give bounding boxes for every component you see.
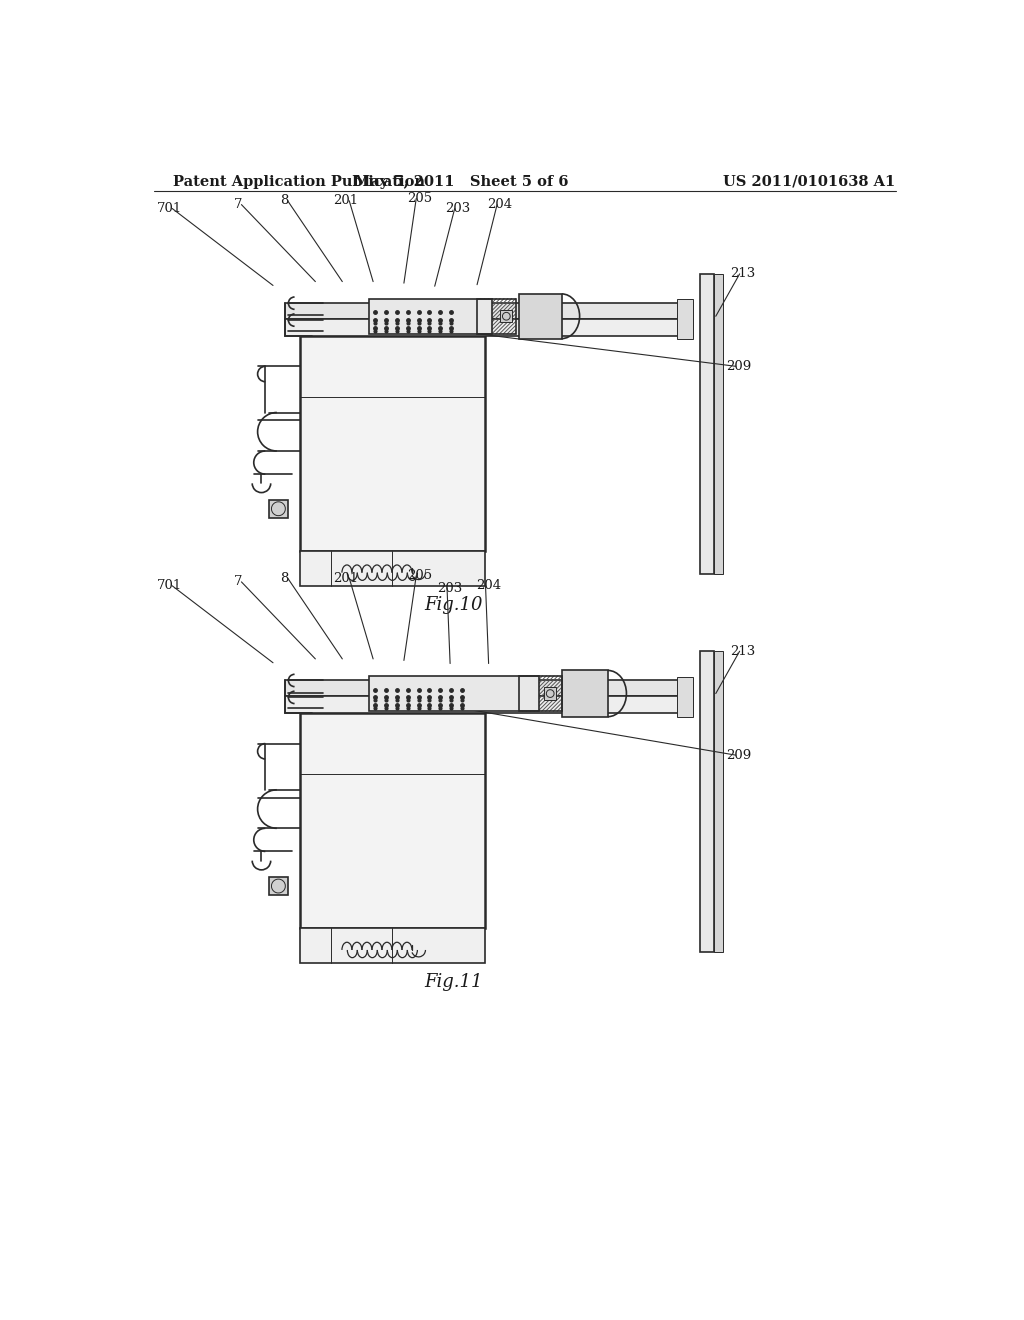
- Text: 7: 7: [234, 198, 243, 211]
- Bar: [714, 651, 724, 952]
- Text: 205: 205: [407, 191, 432, 205]
- Bar: [269, 499, 288, 517]
- Text: 209: 209: [726, 360, 752, 372]
- Bar: [700, 651, 714, 952]
- Bar: [300, 713, 484, 928]
- Bar: [677, 300, 692, 339]
- Bar: [300, 552, 484, 586]
- Text: 213: 213: [730, 268, 756, 280]
- Bar: [700, 275, 714, 574]
- Bar: [370, 298, 493, 334]
- Text: Fig.10: Fig.10: [425, 597, 483, 614]
- Text: May 5, 2011   Sheet 5 of 6: May 5, 2011 Sheet 5 of 6: [354, 174, 569, 189]
- Text: 201: 201: [334, 572, 358, 585]
- Text: 8: 8: [281, 572, 289, 585]
- Bar: [285, 318, 692, 335]
- Bar: [562, 671, 608, 717]
- Bar: [300, 928, 484, 964]
- Text: 201: 201: [334, 194, 358, 207]
- Text: 213: 213: [730, 644, 756, 657]
- Text: US 2011/0101638 A1: US 2011/0101638 A1: [724, 174, 896, 189]
- Bar: [477, 298, 515, 334]
- Bar: [285, 696, 692, 713]
- Text: 7: 7: [234, 576, 243, 589]
- Text: Patent Application Publication: Patent Application Publication: [173, 174, 425, 189]
- Text: 204: 204: [476, 579, 501, 593]
- Text: 205: 205: [407, 569, 432, 582]
- Text: Fig.11: Fig.11: [425, 973, 483, 991]
- Bar: [519, 676, 562, 711]
- Bar: [714, 275, 724, 574]
- Bar: [285, 681, 692, 696]
- Text: 8: 8: [281, 194, 289, 207]
- Bar: [300, 335, 484, 552]
- Text: 204: 204: [487, 198, 513, 211]
- Text: 209: 209: [726, 748, 752, 762]
- Bar: [500, 310, 512, 322]
- Text: 203: 203: [437, 582, 463, 594]
- Bar: [677, 677, 692, 717]
- Bar: [519, 294, 562, 339]
- Text: 701: 701: [157, 202, 181, 215]
- Bar: [370, 676, 539, 711]
- Bar: [269, 876, 288, 895]
- Bar: [544, 688, 556, 700]
- Text: 203: 203: [445, 202, 470, 215]
- Bar: [285, 304, 692, 318]
- Text: 701: 701: [157, 579, 181, 593]
